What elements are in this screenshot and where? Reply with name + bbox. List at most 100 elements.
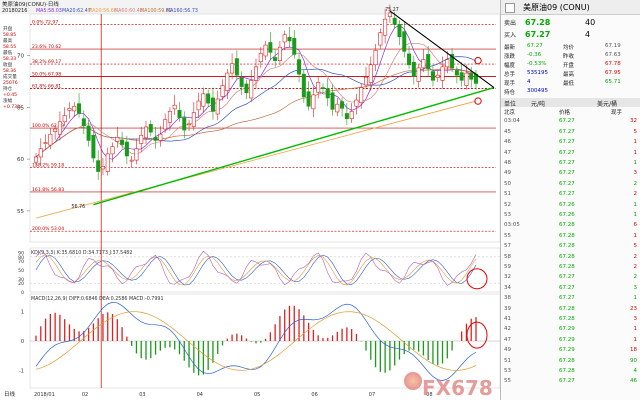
- tick-price: 67.27: [559, 118, 575, 125]
- tick-price: 67.28: [559, 357, 575, 364]
- tick-header-cell: 北京: [504, 110, 516, 116]
- tick-volume: 1: [633, 326, 638, 333]
- panel-title-bar: 美原油09 (CONU): [501, 0, 640, 15]
- tick-price: 67.29: [559, 336, 575, 343]
- candle-body: [139, 134, 144, 144]
- bid-row[interactable]: 买入 67.27 4: [501, 30, 640, 40]
- tick-row: 51 67.27 2: [501, 190, 640, 199]
- ask-row[interactable]: 卖出 67.28 40: [501, 18, 640, 28]
- macd-ytick-0: -1: [19, 368, 24, 374]
- date-label: 20180216: [2, 8, 27, 14]
- tick-row: 58 67.28 2: [501, 253, 640, 262]
- candle-body: [172, 104, 177, 110]
- ma-line-40: [35, 68, 477, 158]
- kdj-line-K: [35, 254, 477, 286]
- ma-legend-2: MA20:56.66: [88, 8, 117, 14]
- tick-time: 39: [504, 305, 511, 312]
- stat-v1: 535195: [527, 70, 548, 76]
- tick-volume: 2: [633, 180, 638, 187]
- tick-time: 32: [504, 274, 511, 281]
- ma-legend-4: MA100:59.62: [140, 8, 172, 14]
- main-ytick-1: 60: [17, 157, 24, 163]
- candle-body: [105, 153, 110, 172]
- stat-v1: 67.27: [527, 43, 543, 49]
- stat-row: 持仓 300495: [501, 88, 640, 96]
- tick-row: 55 67.28 1: [501, 232, 640, 241]
- xaxis-label-1: 02: [82, 392, 88, 398]
- tick-row: 41 67.28 3: [501, 315, 640, 324]
- candle-body: [110, 146, 115, 155]
- stat-row: 最新 67.27 均价 67.19: [501, 43, 640, 51]
- tick-volume: 1: [633, 336, 638, 343]
- tick-time: 58: [504, 253, 511, 260]
- ohlc-item-3: 58.55: [3, 44, 16, 50]
- candle-body: [368, 64, 373, 83]
- ma-legend-5: MA160:56.73: [166, 8, 198, 14]
- candle-body: [57, 121, 62, 135]
- tick-time: 50: [504, 180, 511, 187]
- unit-cny[interactable]: 元/吨: [531, 101, 546, 108]
- tick-volume: 18: [630, 347, 637, 354]
- unit-usd[interactable]: 美元/桶: [597, 101, 618, 108]
- tick-time: 46: [504, 139, 511, 146]
- support-trendline: [93, 86, 495, 206]
- tick-volume: 2: [633, 253, 638, 260]
- candle-body: [397, 24, 402, 38]
- fib-label-1: 23.6% 70.62: [32, 44, 61, 50]
- stat-v2: 65.71: [605, 79, 621, 85]
- tick-volume: 3: [633, 316, 638, 322]
- stat-l1: 总手: [504, 72, 516, 78]
- unit-label: 单位: [504, 101, 517, 108]
- xaxis-label-5: 06: [311, 392, 317, 398]
- candle-body: [340, 101, 345, 109]
- fib-label-0: 0.0% 72.97: [32, 20, 58, 26]
- quote-panel: 美原油09 (CONU) 卖出 67.28 40 买入 67.27 4 最新 67…: [500, 0, 640, 400]
- tick-volume: 1: [633, 201, 638, 208]
- macd-ytick-2: 1: [21, 310, 24, 316]
- ohlc-item-2: 最高: [3, 37, 13, 44]
- tick-price: 67.28: [559, 222, 575, 229]
- ma-line-long: [35, 100, 477, 219]
- candle-body: [469, 72, 474, 80]
- ohlc-item-1: 58.85: [3, 32, 16, 38]
- tick-row: 55 67.27 46: [501, 377, 640, 386]
- fib-label-7: 161.8% 56.83: [32, 187, 64, 193]
- candle-body: [421, 59, 426, 69]
- candle-body: [311, 94, 316, 110]
- tick-time: 49: [504, 347, 511, 354]
- kdj-line-D: [35, 254, 477, 286]
- candle-body: [91, 134, 96, 159]
- bid-label: 买入: [504, 32, 517, 39]
- tick-volume: 1: [633, 212, 638, 218]
- candle-body: [325, 88, 330, 99]
- chart-title: 美原油09(CONU)·日线: [2, 0, 59, 8]
- tick-header: 北京 价格 现手: [501, 107, 640, 116]
- tick-price: 67.28: [559, 316, 575, 322]
- stat-l2: 最低: [563, 81, 575, 87]
- candle-body: [244, 83, 249, 94]
- stat-l1: 涨跌: [504, 54, 516, 60]
- tick-price: 67.27: [559, 191, 575, 198]
- stat-v1: -0.36: [527, 52, 542, 58]
- tick-time: 38: [504, 295, 511, 302]
- fib-label-2: 38.2% 69.17: [32, 59, 61, 65]
- xaxis-label-0: 2018/01: [34, 392, 55, 398]
- stat-l1: 最新: [504, 45, 516, 51]
- kdj-ytick-0: 0: [21, 290, 24, 296]
- stat-v2: 67.78: [605, 61, 621, 67]
- candle-body: [344, 113, 349, 119]
- ohlc-item-9: 25076: [3, 80, 18, 86]
- candle-body: [359, 87, 364, 103]
- panel-frame-1: [29, 247, 500, 293]
- tick-time: 53: [504, 212, 511, 218]
- candle-body: [67, 108, 72, 111]
- stat-row: 幅度 -0.53% 开盘 67.78: [501, 61, 640, 69]
- candle-body: [206, 93, 211, 104]
- tick-price: 67.27: [559, 378, 575, 385]
- symbol-menu-icon[interactable]: [505, 3, 515, 13]
- main-ytick-3: 70: [17, 53, 24, 59]
- candle-body: [33, 156, 38, 163]
- candle-body: [210, 97, 215, 112]
- stat-l1: 持仓: [504, 90, 516, 96]
